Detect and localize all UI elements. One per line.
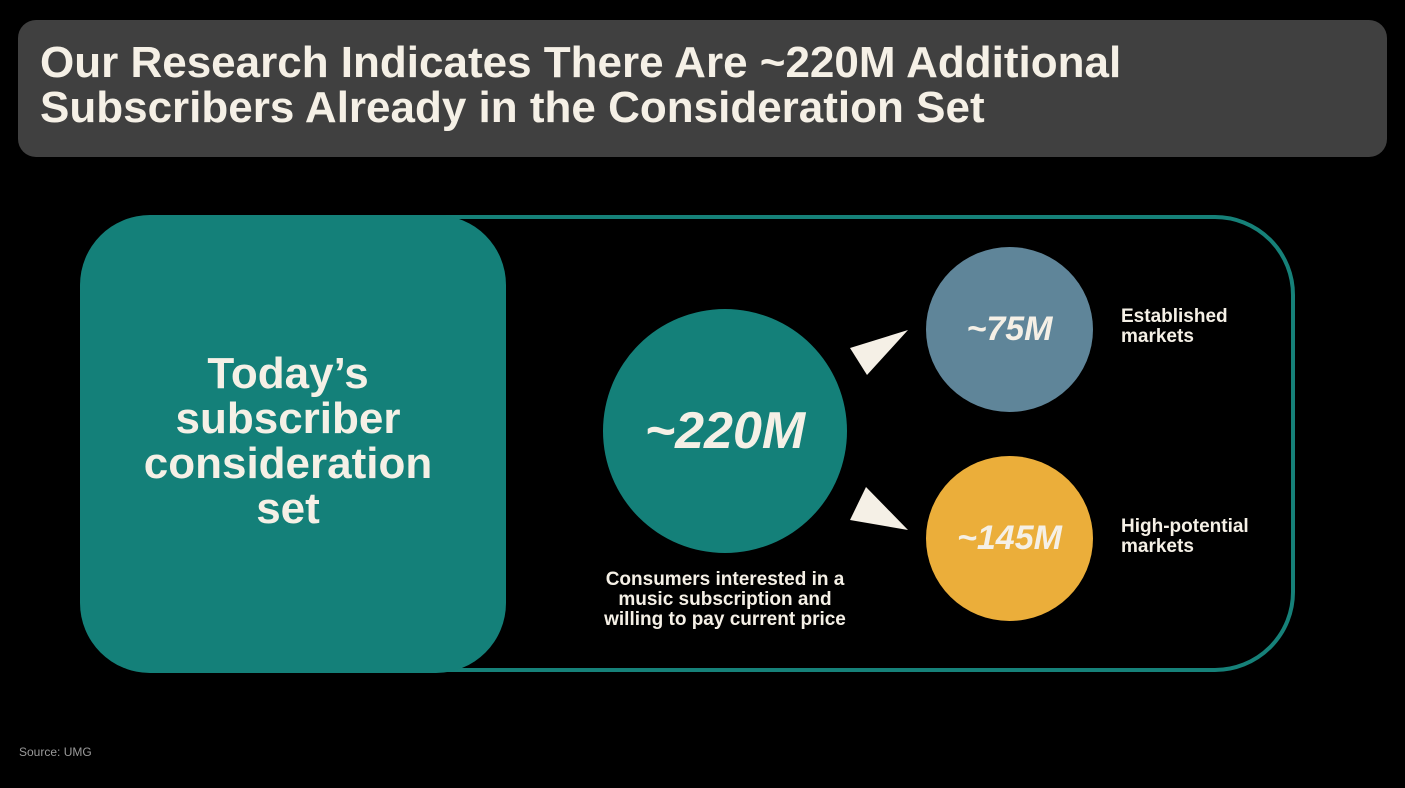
total-subscribers-value: ~220M (644, 402, 806, 460)
box-label-line: set (256, 484, 320, 533)
label-line: markets (1121, 536, 1194, 557)
established-markets-label: Established markets (1121, 307, 1228, 347)
high-potential-markets-label: High-potential markets (1121, 517, 1249, 557)
caption-line: willing to pay current price (604, 609, 846, 630)
box-label-line: consideration (143, 439, 433, 488)
box-label-line: Today’s (207, 349, 369, 398)
high-potential-markets-value: ~145M (957, 519, 1062, 557)
title-line-1: Our Research Indicates There Are ~220M A… (40, 38, 1122, 87)
established-markets-circle: ~75M (926, 247, 1093, 412)
source-note: Source: UMG (19, 745, 92, 759)
established-markets-value: ~75M (966, 310, 1053, 348)
total-subscribers-caption: Consumers interested in a music subscrip… (575, 570, 875, 630)
box-label-line: subscriber (175, 394, 401, 443)
consideration-set-label: Today’s subscriber consideration set (144, 351, 433, 531)
consideration-set-box: Today’s subscriber consideration set (80, 215, 506, 673)
caption-line: Consumers interested in a (605, 569, 845, 590)
title-line-2: Subscribers Already in the Consideration… (40, 83, 985, 132)
high-potential-markets-circle: ~145M (926, 456, 1093, 621)
label-line: High-potential (1121, 516, 1249, 537)
total-subscribers-circle: ~220M (603, 309, 847, 553)
label-line: Established (1121, 306, 1228, 327)
title-bar: Our Research Indicates There Are ~220M A… (18, 20, 1387, 157)
caption-line: music subscription and (618, 589, 832, 610)
label-line: markets (1121, 326, 1194, 347)
